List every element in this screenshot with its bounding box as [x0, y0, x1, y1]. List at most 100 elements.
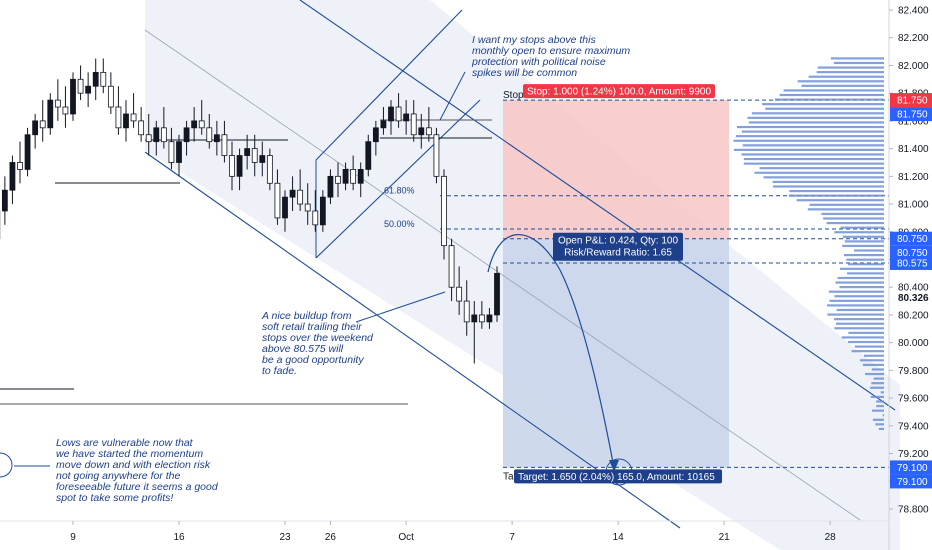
candle[interactable]	[244, 134, 251, 170]
candle[interactable]	[107, 72, 114, 114]
candle[interactable]	[282, 190, 288, 232]
candle[interactable]	[372, 120, 379, 156]
candle[interactable]	[138, 107, 145, 142]
candle[interactable]	[191, 107, 198, 142]
candle-body	[1, 189, 8, 212]
candle[interactable]	[153, 120, 160, 156]
candle[interactable]	[357, 162, 364, 198]
note-stops-above-monthly-open[interactable]: I want my stops above this monthly open t…	[471, 34, 630, 79]
candle[interactable]	[47, 93, 54, 135]
candle[interactable]	[350, 155, 357, 191]
candle[interactable]	[327, 169, 334, 205]
candle[interactable]	[160, 107, 167, 149]
time-axis[interactable]: 9 16 23 26 Oct 7 14 21 28	[0, 520, 889, 543]
candle[interactable]	[289, 176, 296, 211]
candle[interactable]	[335, 162, 341, 198]
price-axis[interactable]: 82.40082.20082.00081.80081.60081.40081.2…	[888, 0, 932, 550]
candle[interactable]	[145, 113, 152, 156]
candle[interactable]	[274, 169, 281, 225]
price-tag[interactable]	[890, 460, 932, 475]
candle[interactable]	[32, 113, 39, 149]
candle[interactable]	[54, 79, 61, 121]
candle[interactable]	[380, 107, 387, 135]
candle[interactable]	[365, 134, 372, 177]
candle[interactable]	[441, 169, 447, 260]
candle[interactable]	[70, 72, 76, 121]
fib-levels[interactable]: 61.80% 50.00%	[384, 186, 415, 229]
profile-bar	[796, 199, 884, 202]
candle[interactable]	[213, 120, 220, 156]
candle[interactable]	[478, 301, 485, 329]
candle[interactable]	[168, 127, 175, 170]
candle[interactable]	[266, 148, 273, 191]
channel-lines[interactable]	[144, 0, 896, 529]
candle[interactable]	[176, 134, 182, 177]
candle[interactable]	[123, 100, 129, 142]
profile-bar	[830, 57, 884, 60]
candle[interactable]	[24, 127, 31, 177]
candle[interactable]	[297, 169, 304, 211]
candle[interactable]	[463, 280, 470, 336]
target-label-box[interactable]	[514, 469, 722, 484]
candle[interactable]	[418, 113, 425, 149]
profile-bar	[834, 318, 884, 321]
candle[interactable]	[115, 86, 122, 135]
candle[interactable]	[236, 148, 243, 191]
candle[interactable]	[9, 155, 16, 205]
lows-circle[interactable]	[0, 452, 13, 478]
stop-label-box[interactable]	[523, 84, 715, 99]
projection-arc[interactable]	[487, 234, 615, 469]
price-tick-label: 82.200	[898, 33, 929, 44]
candle[interactable]	[494, 266, 500, 322]
candle-body	[54, 99, 61, 108]
candle[interactable]	[312, 190, 319, 232]
price-tag[interactable]	[890, 93, 932, 108]
candle[interactable]	[206, 113, 213, 149]
rising-channel-lower[interactable]	[315, 99, 481, 259]
candle[interactable]	[17, 141, 23, 184]
candle[interactable]	[456, 266, 463, 315]
candle[interactable]	[342, 162, 349, 191]
price-tag[interactable]	[890, 231, 932, 246]
channel-upper-line[interactable]	[299, 0, 896, 411]
candles[interactable]	[0, 58, 500, 433]
candle[interactable]	[1, 176, 8, 225]
candle[interactable]	[425, 107, 432, 142]
stop-loss-zone[interactable]	[503, 100, 729, 239]
note-lows-vulnerable[interactable]: Lows are vulnerable now that we have star…	[56, 437, 219, 504]
candle[interactable]	[229, 141, 235, 191]
price-tag[interactable]	[890, 474, 932, 489]
candle[interactable]	[403, 100, 410, 135]
candle[interactable]	[395, 93, 402, 128]
note-buildup-retail-stops[interactable]: A nice buildup from soft retail trailing …	[261, 310, 374, 377]
candle-body	[213, 134, 220, 143]
candle[interactable]	[433, 127, 440, 184]
candle[interactable]	[92, 58, 99, 101]
candle[interactable]	[319, 190, 326, 232]
candle[interactable]	[486, 308, 493, 329]
rising-channel-upper[interactable]	[315, 9, 463, 161]
candle[interactable]	[251, 134, 258, 177]
candle[interactable]	[62, 86, 69, 128]
trade-labels[interactable]: Stop Stop: 1.000 (1.24%) 100.0, Amount: 9…	[503, 84, 722, 484]
candle[interactable]	[304, 183, 311, 225]
candle[interactable]	[471, 301, 478, 364]
candle[interactable]	[85, 72, 92, 108]
candle[interactable]	[259, 141, 266, 177]
price-tag[interactable]	[890, 107, 932, 122]
candle-body	[471, 314, 478, 323]
price-tag[interactable]	[890, 255, 932, 270]
channel-lower-line[interactable]	[144, 151, 681, 529]
pnl-box[interactable]	[553, 232, 683, 261]
candle[interactable]	[221, 120, 228, 163]
candle[interactable]	[100, 58, 107, 94]
candle[interactable]	[39, 100, 46, 142]
candle[interactable]	[448, 238, 455, 302]
candle[interactable]	[183, 120, 190, 156]
candle[interactable]	[130, 93, 137, 128]
candle[interactable]	[410, 100, 417, 142]
candle[interactable]	[388, 100, 394, 135]
candle[interactable]	[198, 100, 205, 135]
candle[interactable]	[77, 65, 84, 101]
